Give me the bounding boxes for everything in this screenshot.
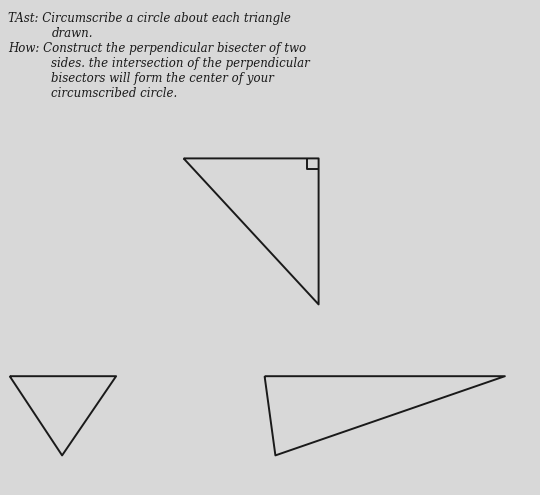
Text: sides. the intersection of the perpendicular: sides. the intersection of the perpendic… [51, 57, 310, 70]
Text: TAst: Circumscribe a circle about each triangle: TAst: Circumscribe a circle about each t… [8, 12, 291, 25]
Text: circumscribed circle.: circumscribed circle. [51, 87, 178, 99]
Text: How: Construct the perpendicular bisecter of two: How: Construct the perpendicular bisecte… [8, 42, 306, 55]
Text: drawn.: drawn. [51, 27, 93, 40]
Text: bisectors will form the center of your: bisectors will form the center of your [51, 72, 274, 85]
